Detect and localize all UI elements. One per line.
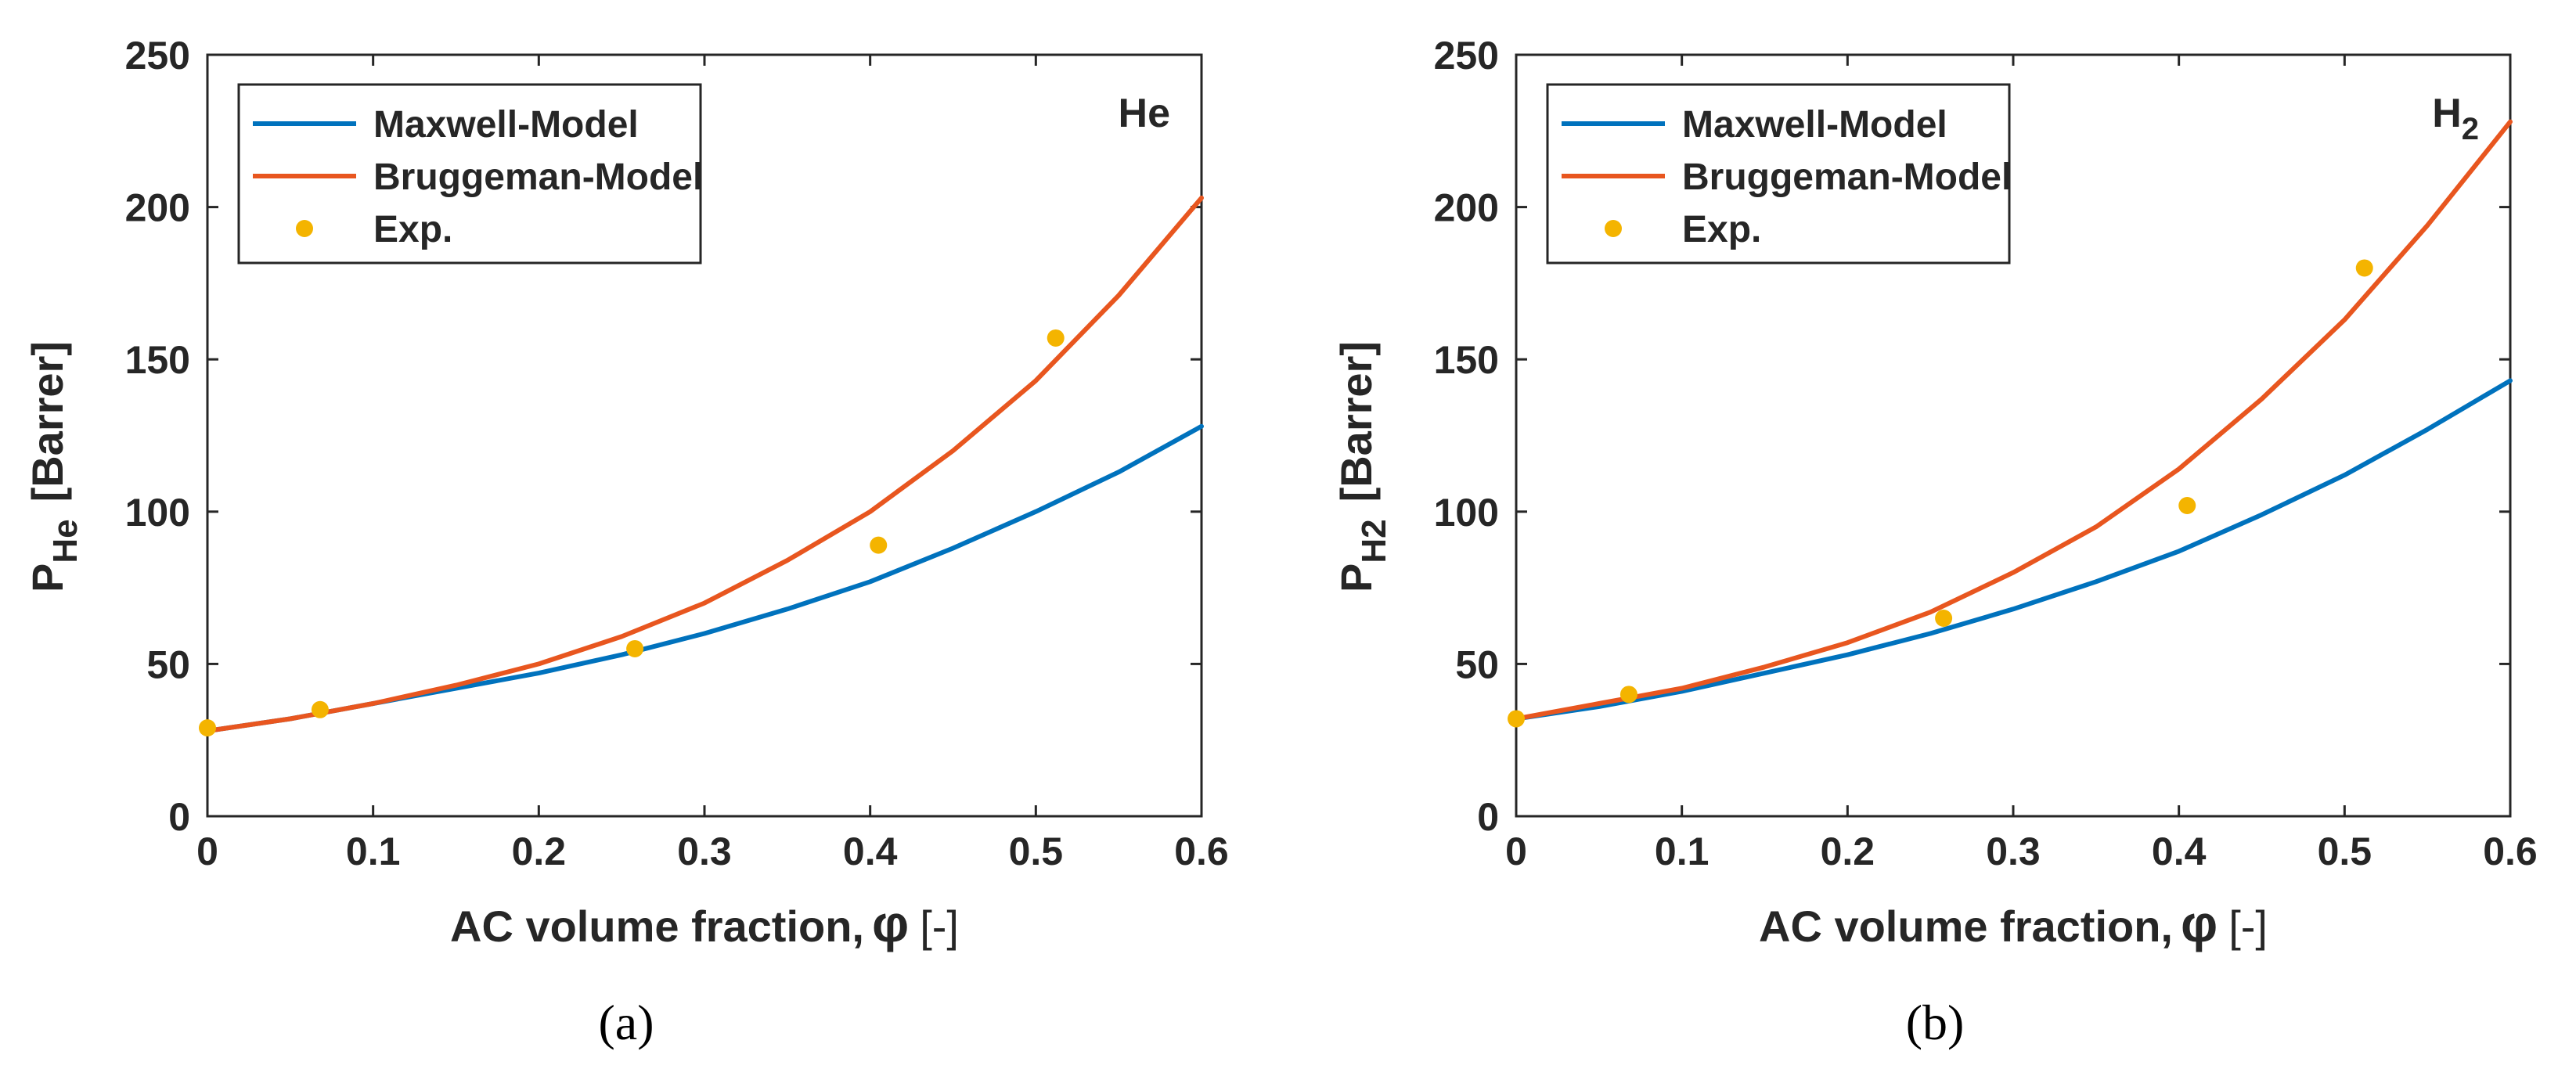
x-axis-label-main: AC volume fraction, [1759,902,2173,951]
series-line-maxwell-model [1514,378,2513,722]
x-axis-label-phi: φ [872,894,909,952]
y-tick-label: 250 [1434,34,1499,77]
y-tick-label: 50 [1455,642,1499,686]
y-axis-label: PH2 [Barrer] [1331,341,1393,592]
legend-entry-label: Maxwell-Model [1682,104,1947,146]
x-tick-label: 0.3 [677,830,732,873]
exp-data-point [2178,497,2196,515]
x-tick-label: 0.2 [512,830,567,873]
x-axis-label: AC volume fraction, φ [-] [1759,894,2268,952]
gas-annotation-main: He [1119,91,1170,136]
x-axis-label-unit: [-] [2228,902,2268,951]
exp-data-point [626,639,644,657]
legend-entry-label: Exp. [373,209,452,250]
legend-entry-label: Bruggeman-Model [1682,157,2012,198]
y-tick-label: 150 [1434,338,1499,382]
y-axis-label-main: P [1331,563,1381,592]
panel-label: (a) [598,995,654,1050]
y-axis-label-unit: [Barrer] [1331,341,1381,502]
x-tick-label: 0.1 [1655,830,1710,873]
x-axis-label-unit: [-] [920,902,959,951]
exp-data-point [870,536,888,554]
legend-entry-label: Maxwell-Model [373,104,639,146]
y-axis-label: PHe [Barrer] [23,341,85,592]
x-tick-label: 0.2 [1821,830,1875,873]
series-line-bruggeman-model [205,195,1204,733]
series-line-bruggeman-model [1514,119,2513,722]
series-line-maxwell-model [205,423,1204,733]
chart-panel-2: 0 0.1 0.2 0.3 0.4 0.5 0.6 0 50 100 150 200 250 Maxwel… [1331,34,2538,1050]
x-tick-label: 0 [196,830,218,873]
x-tick-label: 0.6 [2483,830,2538,873]
legend-entry-label: Exp. [1682,209,1761,250]
y-tick-label: 0 [168,795,190,839]
x-tick-label: 0.5 [2318,830,2372,873]
y-axis-label-sub: He [46,519,85,563]
exp-data-point [1047,329,1065,347]
exp-data-point [199,719,216,737]
legend-swatch-marker [296,220,313,237]
x-tick-label: 0.1 [346,830,401,873]
y-tick-label: 150 [125,338,190,382]
x-axis-label-main: AC volume fraction, [450,902,864,951]
exp-data-point [1508,710,1525,728]
y-axis-label-main: P [23,563,72,592]
x-axis-label: AC volume fraction, φ [-] [450,894,959,952]
exp-data-point [1935,610,1953,628]
y-axis-label-sub: H2 [1355,519,1393,563]
legend-entry-label: Bruggeman-Model [373,157,703,198]
gas-annotation: He [1119,91,1170,136]
x-axis-label-phi: φ [2181,894,2218,952]
y-tick-label: 100 [125,491,190,534]
exp-data-point [2355,259,2373,277]
y-tick-label: 200 [1434,186,1499,230]
x-tick-label: 0.3 [1986,830,2041,873]
panel-label: (b) [1906,995,1965,1050]
legend-swatch-marker [1605,220,1622,237]
legend-box [237,83,702,265]
exp-data-point [1619,686,1637,704]
y-axis-label-unit: [Barrer] [23,341,72,502]
x-tick-label: 0.5 [1009,830,1064,873]
x-tick-label: 0 [1505,830,1527,873]
y-tick-label: 250 [125,34,190,77]
gas-annotation-sub: 2 [2462,112,2479,146]
y-tick-label: 100 [1434,491,1499,534]
y-tick-label: 50 [146,642,190,686]
x-tick-label: 0.4 [843,830,898,873]
gas-annotation: H2 [2432,91,2479,146]
x-tick-label: 0.6 [1174,830,1229,873]
chart-panel-1: 0 0.1 0.2 0.3 0.4 0.5 0.6 0 50 100 150 200 250 Maxwel… [23,34,1229,1050]
y-tick-label: 200 [125,186,190,230]
gas-annotation-main: H [2432,91,2462,136]
y-tick-label: 0 [1477,795,1499,839]
exp-data-point [311,700,329,718]
x-tick-label: 0.4 [2152,830,2207,873]
